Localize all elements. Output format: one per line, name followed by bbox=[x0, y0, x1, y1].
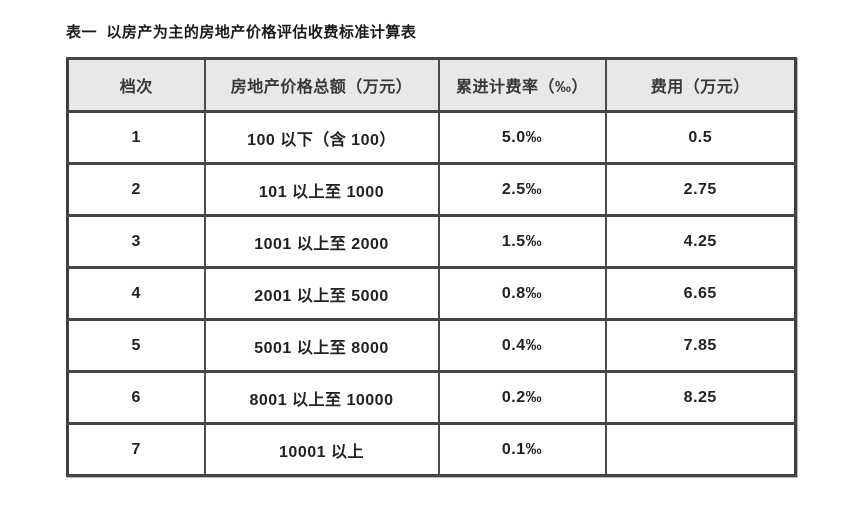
table-cell: 100 以下（含 100） bbox=[203, 110, 440, 165]
column-header: 费用（万元） bbox=[604, 57, 797, 113]
table-cell: 0.8‰ bbox=[437, 266, 607, 321]
table-cell: 1 bbox=[66, 110, 206, 165]
table-row: 3 1001 以上至 2000 1.5‰ 4.25 bbox=[66, 214, 797, 269]
table-cell: 0.4‰ bbox=[437, 318, 607, 373]
table-cell: 2001 以上至 5000 bbox=[203, 266, 440, 321]
table-row: 2 101 以上至 1000 2.5‰ 2.75 bbox=[66, 162, 797, 217]
table-cell: 0.2‰ bbox=[437, 370, 607, 425]
table-cell: 1001 以上至 2000 bbox=[203, 214, 440, 269]
table-row: 4 2001 以上至 5000 0.8‰ 6.65 bbox=[66, 266, 797, 321]
table-cell: 8.25 bbox=[604, 370, 797, 425]
table-cell: 2.75 bbox=[604, 162, 797, 217]
column-header: 房地产价格总额（万元） bbox=[203, 57, 440, 113]
table-caption: 表一 以房产为主的房地产价格评估收费标准计算表 bbox=[66, 24, 417, 41]
table-cell: 2.5‰ bbox=[437, 162, 607, 217]
table-cell: 4 bbox=[66, 266, 206, 321]
table-cell: 6 bbox=[66, 370, 206, 425]
table-cell: 6.65 bbox=[604, 266, 797, 321]
table-cell: 7.85 bbox=[604, 318, 797, 373]
table-cell bbox=[604, 422, 797, 477]
table-cell: 101 以上至 1000 bbox=[203, 162, 440, 217]
table-cell: 10001 以上 bbox=[203, 422, 440, 477]
column-header: 累进计费率（‰） bbox=[437, 57, 607, 113]
table-row: 6 8001 以上至 10000 0.2‰ 8.25 bbox=[66, 370, 797, 425]
table-cell: 5.0‰ bbox=[437, 110, 607, 165]
table-body: 1 100 以下（含 100） 5.0‰ 0.5 2 101 以上至 1000 2.5‰ 2.… bbox=[66, 110, 797, 477]
table-cell: 1.5‰ bbox=[437, 214, 607, 269]
header-row: 档次 房地产价格总额（万元） 累进计费率（‰） 费用（万元） bbox=[66, 57, 797, 113]
table-cell: 4.25 bbox=[604, 214, 797, 269]
table-cell: 2 bbox=[66, 162, 206, 217]
table-cell: 5001 以上至 8000 bbox=[203, 318, 440, 373]
column-header: 档次 bbox=[66, 57, 206, 113]
table-cell: 0.5 bbox=[604, 110, 797, 165]
table-cell: 7 bbox=[66, 422, 206, 477]
fee-standard-table: 档次 房地产价格总额（万元） 累进计费率（‰） 费用（万元） 1 100 以下（含 10… bbox=[66, 57, 797, 477]
table-cell: 0.1‰ bbox=[437, 422, 607, 477]
table-cell: 5 bbox=[66, 318, 206, 373]
table-cell: 3 bbox=[66, 214, 206, 269]
table-row: 1 100 以下（含 100） 5.0‰ 0.5 bbox=[66, 110, 797, 165]
table-row: 5 5001 以上至 8000 0.4‰ 7.85 bbox=[66, 318, 797, 373]
table-cell: 8001 以上至 10000 bbox=[203, 370, 440, 425]
table-row: 7 10001 以上 0.1‰ bbox=[66, 422, 797, 477]
